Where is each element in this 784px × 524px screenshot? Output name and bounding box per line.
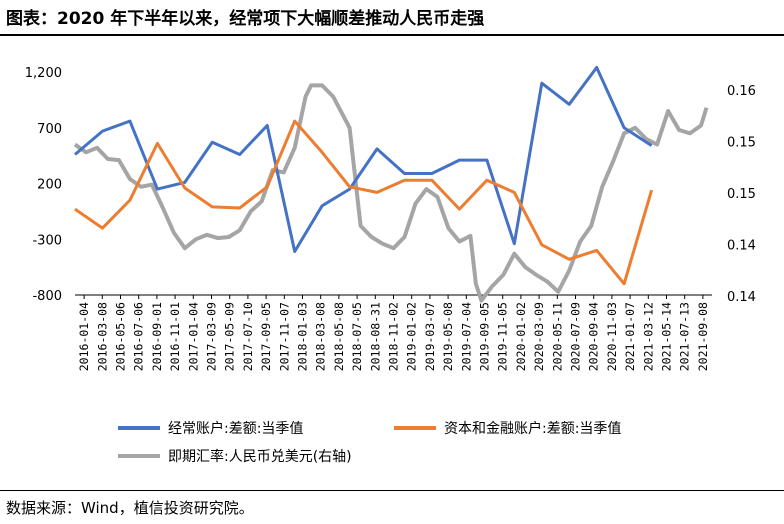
x-tick-label: 2019-01-02 bbox=[405, 302, 419, 371]
legend-label-capital-account: 资本和金融账户:差额:当季值 bbox=[444, 421, 622, 437]
right-axis-ticks: 0.16 0.15 0.15 0.14 0.14 bbox=[727, 84, 756, 305]
x-tick-label: 2017-01-04 bbox=[186, 302, 200, 371]
x-tick-label: 2020-11-03 bbox=[605, 302, 619, 371]
chart-title: 图表：2020 年下半年以来，经常项下大幅顺差推动人民币走强 bbox=[6, 9, 485, 29]
x-tick-label: 2018-03-08 bbox=[314, 302, 328, 371]
x-tick-label: 2019-11-05 bbox=[496, 302, 510, 371]
x-tick-label: 2021-05-14 bbox=[660, 302, 674, 371]
x-tick-label: 2018-01-03 bbox=[296, 302, 310, 371]
x-tick-label: 2019-03-07 bbox=[423, 302, 437, 371]
legend-swatch-gray bbox=[118, 454, 160, 458]
series-lines bbox=[73, 66, 709, 303]
x-tick-label: 2017-09-05 bbox=[259, 302, 273, 371]
x-tick-label: 2019-05-08 bbox=[441, 302, 455, 371]
x-tick-label: 2020-07-09 bbox=[569, 302, 583, 371]
legend-capital-account: 资本和金融账户:差额:当季值 bbox=[394, 418, 621, 438]
x-tick-label: 2016-11-01 bbox=[168, 302, 182, 371]
series-line-2 bbox=[73, 83, 709, 303]
x-tick-label: 2018-07-05 bbox=[350, 302, 364, 371]
x-tick-label: 2018-11-02 bbox=[387, 302, 401, 371]
x-tick-label: 2021-03-12 bbox=[641, 302, 655, 371]
right-tick-label: 0.15 bbox=[727, 187, 756, 202]
legend-label-current-account: 经常账户:差额:当季值 bbox=[168, 421, 304, 437]
x-tick-label: 2016-07-06 bbox=[132, 302, 146, 371]
x-tick-label: 2016-05-06 bbox=[114, 302, 128, 371]
x-tick-label: 2019-09-05 bbox=[478, 302, 492, 371]
x-axis: 2016-01-04 2016-03-08 2016-05-06 2016-07-06… bbox=[75, 294, 712, 371]
x-tick-label: 2017-03-09 bbox=[205, 302, 219, 371]
x-tick-label: 2017-07-10 bbox=[241, 302, 255, 371]
x-tick-label: 2018-05-08 bbox=[332, 302, 346, 371]
x-tick-label: 2016-09-01 bbox=[150, 302, 164, 371]
legend-current-account: 经常账户:差额:当季值 bbox=[118, 418, 303, 438]
source-note: 数据来源：Wind，植信投资研究院。 bbox=[6, 499, 254, 517]
x-tick-label: 2020-05-11 bbox=[550, 302, 564, 371]
left-tick-label: 200 bbox=[37, 178, 62, 193]
right-tick-label: 0.14 bbox=[727, 239, 756, 254]
title-rule bbox=[0, 34, 784, 36]
x-tick-label: 2021-09-08 bbox=[696, 302, 710, 371]
x-tick-label: 2018-08-31 bbox=[368, 302, 382, 371]
left-tick-label: -800 bbox=[32, 289, 62, 304]
x-tick-label: 2021-07-13 bbox=[678, 302, 692, 371]
legend-label-exchange-rate: 即期汇率:人民币兑美元(右轴) bbox=[168, 449, 352, 465]
x-tick-label: 2016-03-08 bbox=[95, 302, 109, 371]
left-tick-label: -300 bbox=[32, 233, 62, 248]
left-axis-ticks: 1,200 700 200 -300 -800 bbox=[25, 66, 62, 304]
x-tick-label: 2016-01-04 bbox=[77, 302, 91, 371]
legend-swatch-orange bbox=[394, 426, 436, 430]
series-line-0 bbox=[74, 66, 653, 253]
x-tick-label: 2020-09-04 bbox=[587, 302, 601, 371]
left-tick-label: 1,200 bbox=[25, 66, 62, 81]
source-rule bbox=[0, 490, 784, 491]
legend-exchange-rate: 即期汇率:人民币兑美元(右轴) bbox=[118, 446, 352, 466]
x-tick-label: 2017-11-07 bbox=[277, 302, 291, 371]
right-tick-label: 0.16 bbox=[727, 84, 756, 99]
line-chart: 1,200 700 200 -300 -800 0.16 0.15 0.15 0.14 0.14… bbox=[25, 66, 756, 371]
left-tick-label: 700 bbox=[37, 122, 62, 137]
x-tick-label: 2021-01-07 bbox=[623, 302, 637, 371]
right-tick-label: 0.14 bbox=[727, 290, 756, 305]
x-tick-label: 2020-03-09 bbox=[532, 302, 546, 371]
x-tick-label: 2017-05-09 bbox=[223, 302, 237, 371]
right-tick-label: 0.15 bbox=[727, 136, 756, 151]
x-tick-label: 2019-07-04 bbox=[459, 302, 473, 371]
series-line-1 bbox=[74, 119, 654, 286]
x-tick-label: 2020-01-02 bbox=[514, 302, 528, 371]
legend-swatch-blue bbox=[118, 426, 160, 430]
